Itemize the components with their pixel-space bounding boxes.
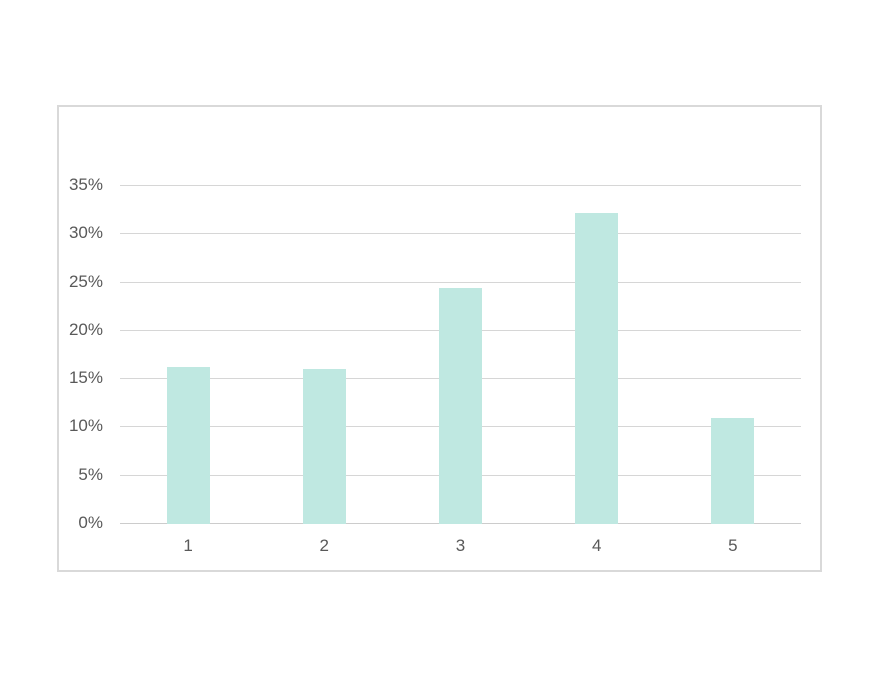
gridline — [120, 233, 801, 235]
bar-chart: 0% 5% 10% 15% 20% 25% 30% 35% 1 2 3 4 5 — [57, 105, 822, 572]
bar-category-3 — [439, 288, 482, 524]
bar-category-5 — [711, 417, 755, 524]
bar-category-1 — [166, 366, 210, 524]
gridline — [120, 281, 801, 283]
x-tick-label: 2 — [319, 536, 330, 555]
x-tick-label: 5 — [728, 536, 738, 555]
gridline — [120, 185, 801, 186]
y-tick-label: 25% — [68, 271, 103, 291]
y-tick-label: 10% — [68, 416, 103, 436]
x-tick-label: 1 — [183, 536, 193, 555]
y-tick-label: 5% — [78, 464, 103, 484]
x-tick-label: 3 — [455, 536, 466, 555]
y-tick-label: 20% — [68, 319, 103, 339]
bar-category-2 — [302, 369, 346, 524]
y-tick-label: 30% — [68, 223, 103, 243]
bar-category-4 — [575, 213, 619, 524]
y-tick-label: 15% — [68, 368, 103, 388]
y-tick-label: 0% — [78, 513, 103, 532]
x-tick-label: 4 — [591, 536, 602, 555]
y-tick-label: 35% — [68, 175, 103, 194]
